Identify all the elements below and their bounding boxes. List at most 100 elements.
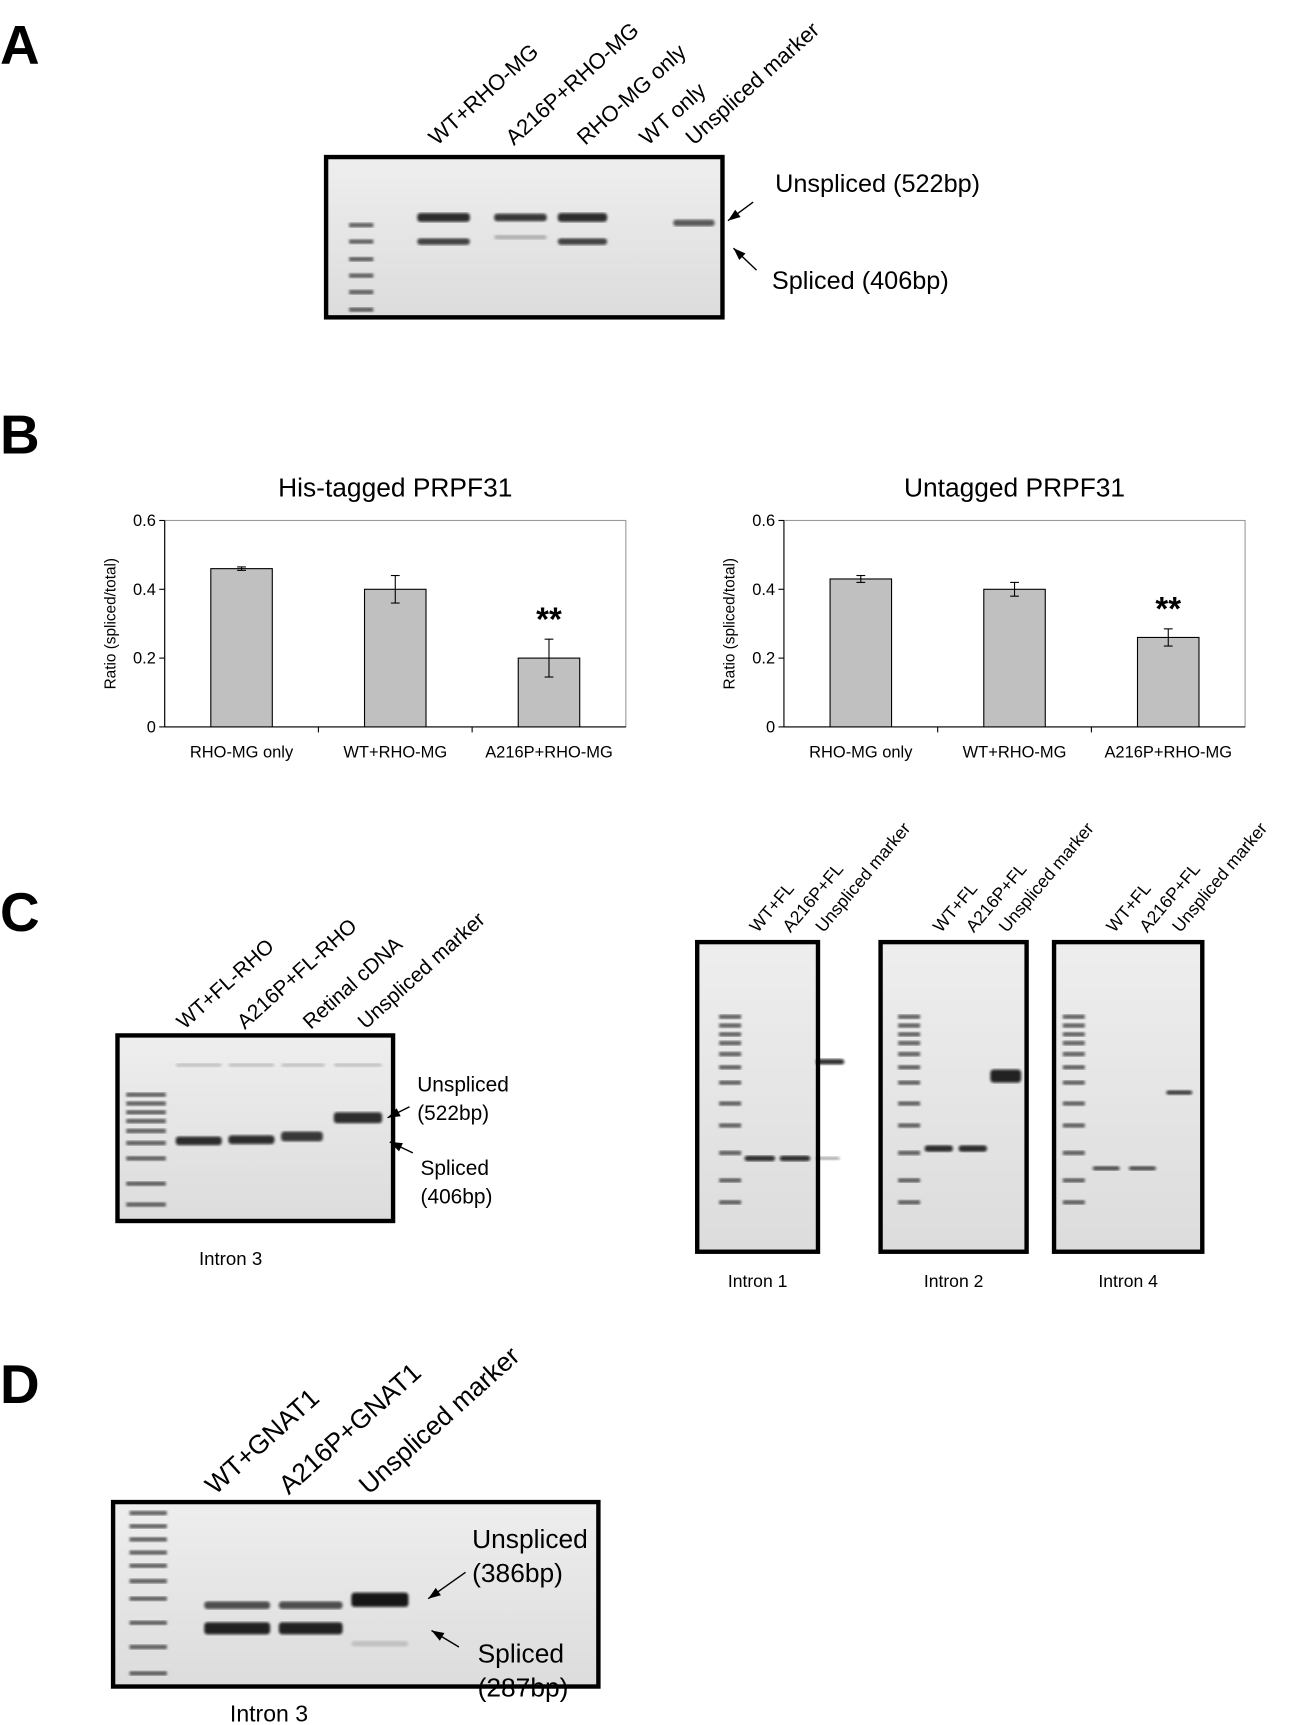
label: Intron 3: [230, 1701, 308, 1725]
arrow-head: [428, 1587, 441, 1599]
arrow-head: [431, 1630, 445, 1641]
ladder-band: [126, 1101, 166, 1106]
ladder-band: [719, 1101, 742, 1106]
bar: [210, 568, 273, 728]
ladder-band: [898, 1200, 921, 1205]
ladder-band: [719, 1014, 742, 1019]
ladder-band: [349, 289, 374, 295]
ladder-band: [1062, 1065, 1085, 1070]
label: Spliced (406bp): [772, 267, 949, 295]
label: (386bp): [472, 1558, 563, 1588]
label: Unspliced (522bp): [775, 170, 980, 198]
ladder-band: [1062, 1023, 1085, 1028]
label: **: [536, 600, 562, 637]
label: Intron 2: [924, 1271, 984, 1291]
ladder-band: [129, 1537, 167, 1542]
ladder-band: [1062, 1032, 1085, 1037]
gel-band: [333, 1063, 383, 1067]
ladder-band: [1062, 1051, 1085, 1057]
label: Unspliced: [417, 1073, 509, 1096]
arrow-head: [387, 1108, 401, 1118]
ladder-band: [898, 1065, 921, 1070]
gel-band: [557, 213, 608, 222]
label: (287bp): [478, 1672, 569, 1702]
ladder-band: [129, 1550, 167, 1555]
ladder-band: [719, 1040, 742, 1046]
label: Intron 1: [728, 1271, 788, 1291]
gel-frame: [323, 154, 725, 320]
label: 0.2: [133, 650, 156, 668]
ladder-band: [1062, 1080, 1085, 1085]
gel-band: [228, 1135, 275, 1145]
gel-band: [175, 1063, 222, 1067]
gel-frame: [110, 1499, 601, 1689]
label: Unspliced marker: [681, 17, 825, 150]
arrow-head: [389, 1141, 403, 1152]
label: Spliced: [478, 1638, 564, 1668]
gel-band: [494, 213, 547, 222]
label: WT+RHO-MG: [963, 744, 1067, 762]
gel-band: [494, 235, 547, 240]
label: 0.6: [752, 512, 775, 530]
gel-band: [278, 1601, 343, 1610]
label: RHO-MG only: [190, 744, 294, 762]
panel-letter: C: [0, 881, 40, 943]
ladder-band: [898, 1101, 921, 1106]
ladder-band: [898, 1023, 921, 1028]
gel-band: [278, 1622, 343, 1635]
label: 0.4: [133, 581, 156, 599]
ladder-band: [129, 1644, 167, 1650]
arrow-head: [727, 209, 741, 221]
label: A216P+RHO-MG: [1104, 744, 1232, 762]
ladder-band: [349, 222, 374, 228]
label: Untagged PRPF31: [904, 472, 1125, 502]
ladder-band: [349, 239, 374, 244]
panel-letter: B: [0, 404, 40, 466]
gel-band: [281, 1063, 325, 1067]
label: Spliced: [421, 1157, 489, 1180]
gel-band: [924, 1145, 954, 1152]
gel-band: [333, 1112, 383, 1124]
ladder-band: [719, 1051, 742, 1057]
label: Ratio (spliced/total): [102, 558, 119, 689]
ladder-band: [1062, 1178, 1085, 1183]
gel: [880, 942, 1027, 1252]
gel: [697, 942, 818, 1252]
bar: [983, 588, 1046, 728]
gel-frame: [1051, 939, 1205, 1254]
ladder-band: [1062, 1014, 1085, 1019]
label: 0.4: [752, 581, 775, 599]
bar: [829, 578, 893, 728]
label: RHO-MG only: [809, 744, 913, 762]
ladder-band: [898, 1040, 921, 1046]
gel-band: [744, 1155, 776, 1162]
ladder-band: [898, 1032, 921, 1037]
gel-band: [815, 1059, 845, 1065]
gel-band: [958, 1145, 988, 1152]
ladder-band: [129, 1596, 167, 1601]
ladder-band: [1062, 1123, 1085, 1128]
gel-band: [815, 1156, 840, 1161]
gel: [117, 1035, 394, 1221]
gel-band: [175, 1136, 222, 1146]
ladder-band: [898, 1178, 921, 1183]
label: 0.2: [752, 650, 775, 668]
gel-frame: [115, 1033, 396, 1224]
gel-band: [204, 1622, 271, 1635]
gel-band: [228, 1063, 275, 1067]
gel-frame: [878, 939, 1029, 1254]
ladder-band: [719, 1065, 742, 1070]
ladder-band: [126, 1202, 166, 1207]
ladder-band: [129, 1578, 167, 1584]
gel-band: [351, 1640, 409, 1647]
label: Unspliced: [472, 1524, 588, 1554]
panel-letter: A: [0, 14, 40, 76]
label: (522bp): [417, 1102, 489, 1125]
ladder-band: [129, 1563, 167, 1568]
ladder-band: [129, 1510, 167, 1516]
label: A216P+RHO-MG: [485, 744, 613, 762]
gel-band: [351, 1592, 409, 1607]
ladder-band: [1062, 1040, 1085, 1046]
